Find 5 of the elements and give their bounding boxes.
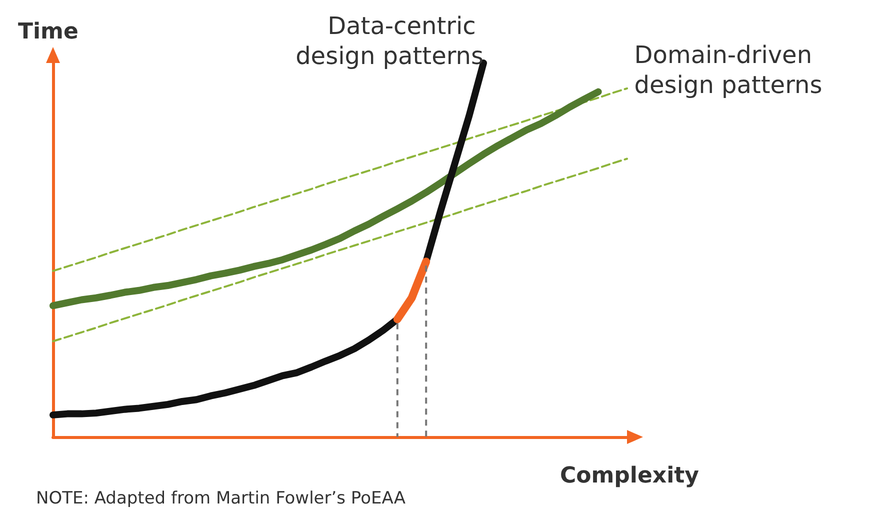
series-label: Domain-driven design patterns (634, 40, 822, 99)
y-axis-title: Time (18, 20, 78, 44)
series-label: Data-centric design patterns (296, 12, 484, 70)
text: NOTE: Adapted from Martin Fowler’s PoEAA (36, 488, 406, 508)
x-axis-title: Complexity (560, 464, 699, 488)
